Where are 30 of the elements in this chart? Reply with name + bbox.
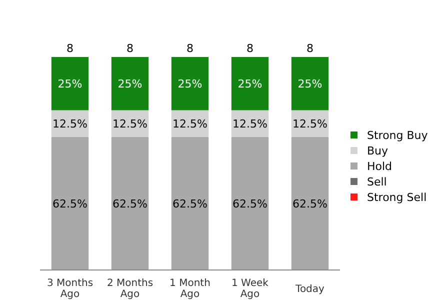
data-label: 62.5% bbox=[172, 197, 208, 210]
x-tick-label: 1 Month Ago bbox=[170, 278, 210, 300]
legend-label: Buy bbox=[367, 144, 389, 158]
annotation: 8 bbox=[246, 42, 254, 55]
data-label: 62.5% bbox=[52, 197, 88, 210]
data-label: 25% bbox=[238, 78, 262, 91]
legend-label: Strong Sell bbox=[367, 191, 427, 204]
x-tick-label: 1 Week Ago bbox=[232, 278, 269, 300]
data-label: 25% bbox=[298, 78, 322, 91]
data-label: 12.5% bbox=[112, 118, 148, 131]
data-label: 25% bbox=[58, 78, 82, 91]
data-label: 12.5% bbox=[52, 118, 88, 131]
data-label: 25% bbox=[178, 78, 202, 91]
data-label: 12.5% bbox=[172, 118, 208, 131]
annotation: 8 bbox=[126, 42, 134, 55]
x-tick-label: Today bbox=[294, 284, 325, 295]
data-label: 12.5% bbox=[292, 118, 328, 131]
annotation: 8 bbox=[186, 42, 194, 55]
legend-label: Hold bbox=[367, 160, 392, 173]
annotation: 8 bbox=[66, 42, 74, 55]
data-label: 62.5% bbox=[112, 197, 148, 210]
data-label: 12.5% bbox=[232, 118, 268, 131]
x-tick-label: 2 Months Ago bbox=[106, 278, 154, 300]
legend-label: Strong Buy bbox=[367, 129, 428, 142]
data-label: 62.5% bbox=[232, 197, 268, 210]
annotation: 8 bbox=[306, 42, 314, 55]
data-label: 62.5% bbox=[292, 197, 328, 210]
legend-label: Sell bbox=[367, 176, 387, 188]
x-tick-label: 3 Months Ago bbox=[46, 278, 94, 300]
data-label: 25% bbox=[118, 78, 142, 91]
